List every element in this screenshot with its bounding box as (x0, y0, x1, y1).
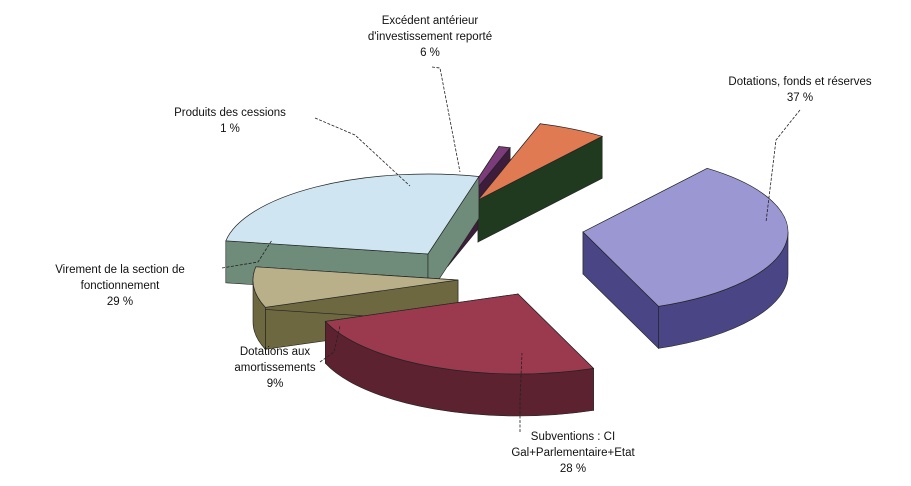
slice-label-line: 1 % (220, 123, 240, 135)
slices-layer (225, 122, 789, 417)
slice-label: Dotations, fonds et réserves 37 % (728, 76, 871, 104)
labels-layer: Dotations, fonds et réserves 37 % Subventi… (55, 15, 872, 475)
slice-label-line: Virement de la section de (55, 264, 185, 276)
slice-label-line: Dotations aux (240, 346, 311, 358)
slice-label-line: 6 % (420, 47, 440, 59)
slice-label: Excédent antérieur d'investissement repor… (368, 15, 492, 59)
slice-label-line: 37 % (787, 92, 813, 104)
slice-top (477, 123, 604, 201)
slice-label-line: fonctionnement (81, 280, 160, 292)
leaders-layer (221, 66, 801, 432)
slice-label-line: Produits des cessions (174, 107, 286, 119)
leader-line (519, 352, 523, 432)
slice-label-line: amortissements (234, 362, 315, 374)
leader-line (765, 109, 801, 223)
slice-label-line: Dotations, fonds et réserves (728, 76, 871, 88)
leader-line (319, 325, 341, 363)
slice-label-line: 9% (267, 378, 284, 390)
pie-slice (324, 293, 595, 417)
slice-label-line: Subventions : CI (531, 431, 615, 443)
slice-label-line: Excédent antérieur (382, 15, 479, 27)
slice-label-line: 29 % (107, 296, 133, 308)
slice-label: Produits des cessions 1 % (174, 107, 286, 135)
slice-top (324, 293, 595, 375)
pie-slice (582, 167, 789, 350)
slice-label: Dotations aux amortissements 9% (234, 346, 315, 390)
pie-slice (252, 266, 459, 351)
leader-line (314, 117, 411, 187)
slice-label-line: 28 % (560, 463, 586, 475)
slice-label-line: Gal+Parlementaire+Etat (511, 447, 635, 459)
slice-top (582, 167, 789, 307)
leader-line (221, 239, 273, 269)
slice-label-line: d'investissement reporté (368, 31, 492, 43)
slice-label: Subventions : CI Gal+Parlementaire+Etat 28… (511, 431, 635, 475)
leader-line (431, 66, 461, 173)
slice-label: Virement de la section de fonctionnement 2… (55, 264, 185, 308)
slice-top (225, 173, 480, 255)
pie-slice (477, 122, 604, 243)
slice-top (252, 266, 459, 308)
